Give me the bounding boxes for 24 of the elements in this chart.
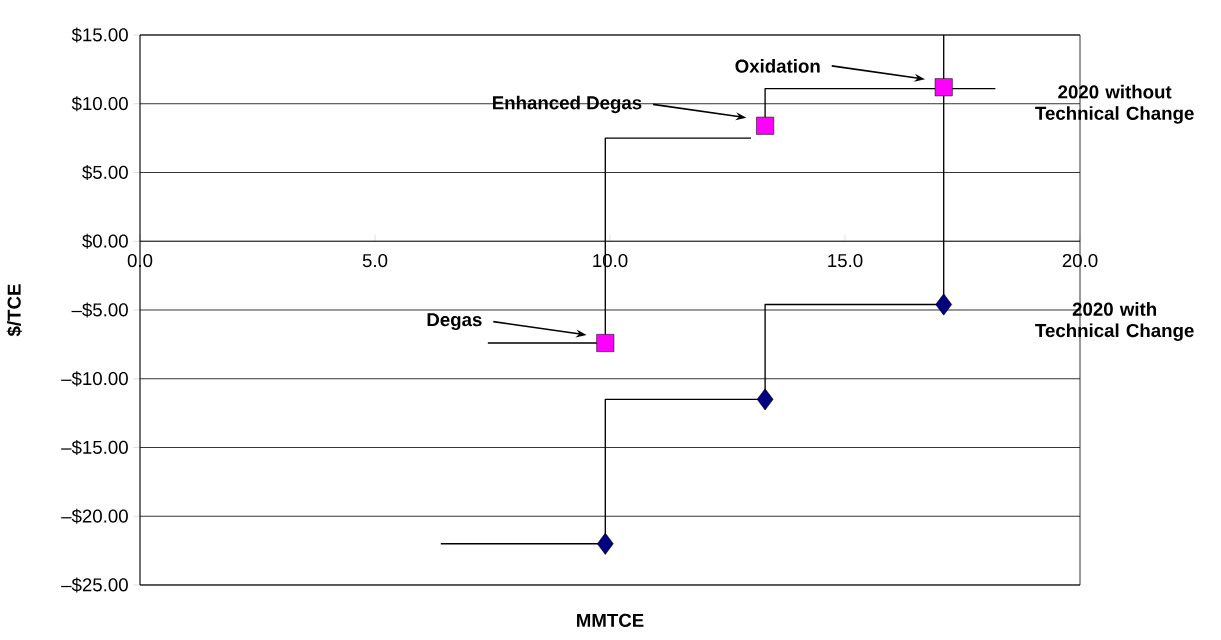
y-tick-label: –$25.00	[61, 577, 128, 593]
y-tick-label: $15.00	[71, 27, 128, 43]
point	[596, 334, 615, 352]
point	[934, 78, 953, 97]
y-tick-label: $5.00	[82, 164, 128, 181]
y-tick-label: –$20.00	[61, 508, 128, 524]
text: 2020 with Technical Change	[1035, 302, 1194, 341]
text: 2020 without Technical Change	[1035, 84, 1194, 124]
point	[935, 293, 952, 316]
point	[756, 116, 775, 135]
point	[597, 532, 614, 555]
x-tick-label: 5.0	[362, 253, 388, 268]
x-axis-title: MMTCE	[577, 613, 644, 627]
x-tick-label: 20.0	[1062, 253, 1098, 268]
annotation: Degas	[427, 313, 482, 331]
annotation: Oxidation	[735, 59, 820, 73]
point	[756, 388, 774, 411]
y-tick-label: $0.00	[82, 233, 128, 249]
y-tick-label: –$15.00	[61, 439, 128, 456]
y-tick-label: –$10.00	[61, 371, 128, 387]
y-tick-label: –$5.00	[71, 302, 128, 318]
y-axis-title: $/TCE	[6, 284, 22, 337]
y-tick-label: $10.00	[71, 96, 128, 112]
x-tick-label: 15.0	[828, 253, 863, 268]
